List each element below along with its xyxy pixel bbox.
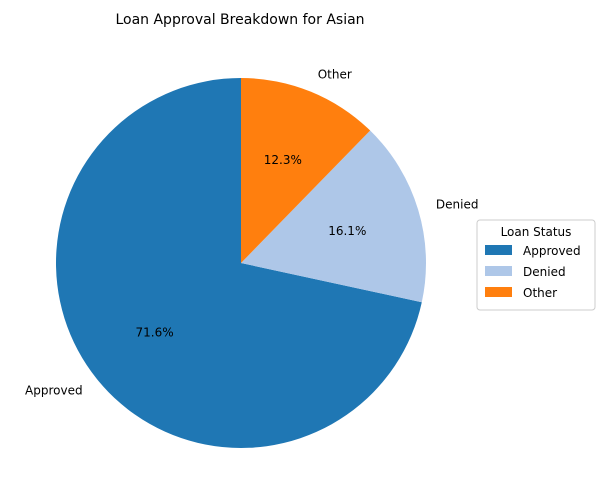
legend-swatch-other — [485, 287, 512, 297]
legend-items: Approved Denied Other — [485, 244, 581, 300]
pie-pct-label-other: 12.3% — [264, 153, 302, 167]
pie-pct-label-approved: 71.6% — [136, 326, 174, 340]
legend-swatch-denied — [485, 266, 512, 276]
pie: 71.6% Approved 16.1% Denied 12.3% Other — [25, 68, 478, 448]
pie-slice-approved — [55, 78, 422, 448]
legend-swatch-approved — [485, 245, 512, 255]
pie-category-label-approved: Approved — [25, 384, 83, 398]
legend-label-denied: Denied — [523, 265, 566, 279]
pie-slice-other — [241, 77, 371, 263]
legend-title: Loan Status — [501, 225, 572, 239]
pie-slice-denied — [241, 130, 426, 303]
legend-label-approved: Approved — [523, 244, 581, 258]
legend: Loan Status Approved Denied Other — [476, 219, 596, 311]
pie-category-label-other: Other — [318, 68, 352, 82]
pie-category-label-denied: Denied — [436, 197, 479, 211]
pie-pct-label-denied: 16.1% — [328, 224, 366, 238]
legend-label-other: Other — [523, 286, 557, 300]
chart-title: Loan Approval Breakdown for Asian — [115, 12, 364, 28]
